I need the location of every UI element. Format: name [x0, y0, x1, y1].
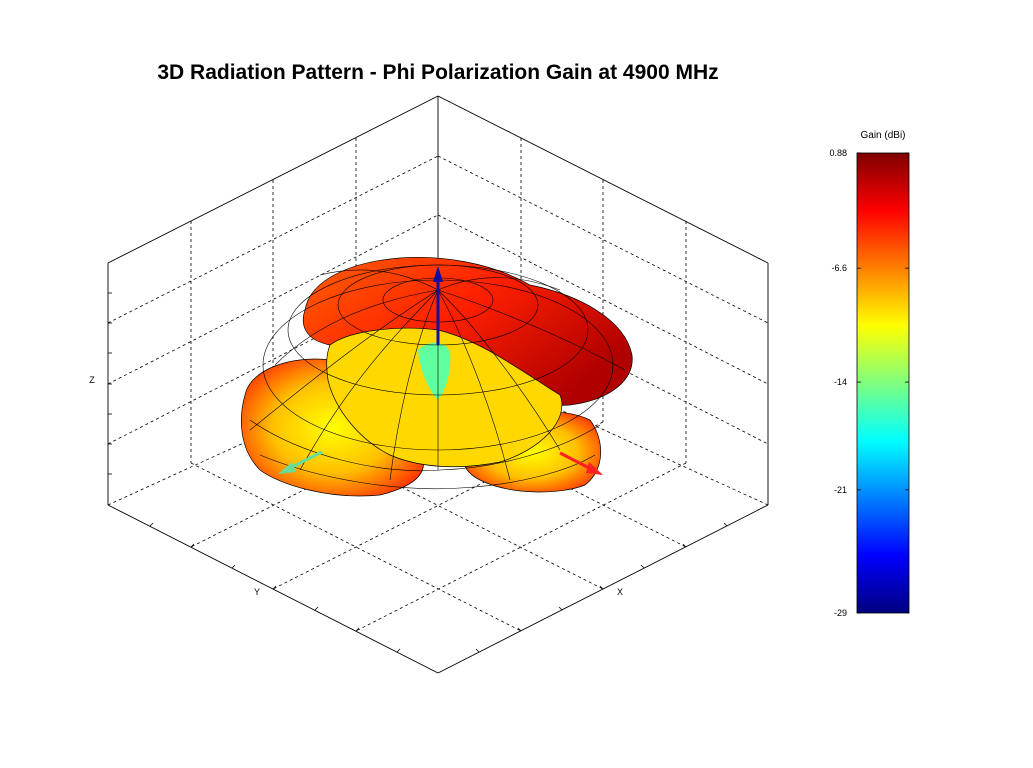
z-arrowhead [433, 266, 443, 282]
x-axis-label: X [617, 587, 623, 597]
y-arrowhead [278, 462, 296, 474]
z-axis-label: Z [89, 375, 95, 385]
chart-title: 3D Radiation Pattern - Phi Polarization … [157, 61, 718, 84]
radiation-surface [241, 257, 633, 497]
x-arrowhead [586, 462, 603, 475]
y-axis-label: Y [254, 587, 260, 597]
colorbar-tick-label: 0.88 [829, 148, 847, 158]
null-region [418, 342, 451, 400]
colorbar-gradient [856, 152, 910, 614]
colorbar-tick-label: -29 [834, 608, 847, 618]
axis-arrows [278, 266, 603, 475]
colorbar-tick-label: -21 [834, 485, 847, 495]
colorbar-tick-label: -14 [834, 377, 847, 387]
colorbar: Gain (dBi) 0.88 -6.6 -14 -21 -29 [829, 130, 910, 618]
colorbar-tick-label: -6.6 [831, 263, 847, 273]
colorbar-title: Gain (dBi) [860, 130, 905, 141]
